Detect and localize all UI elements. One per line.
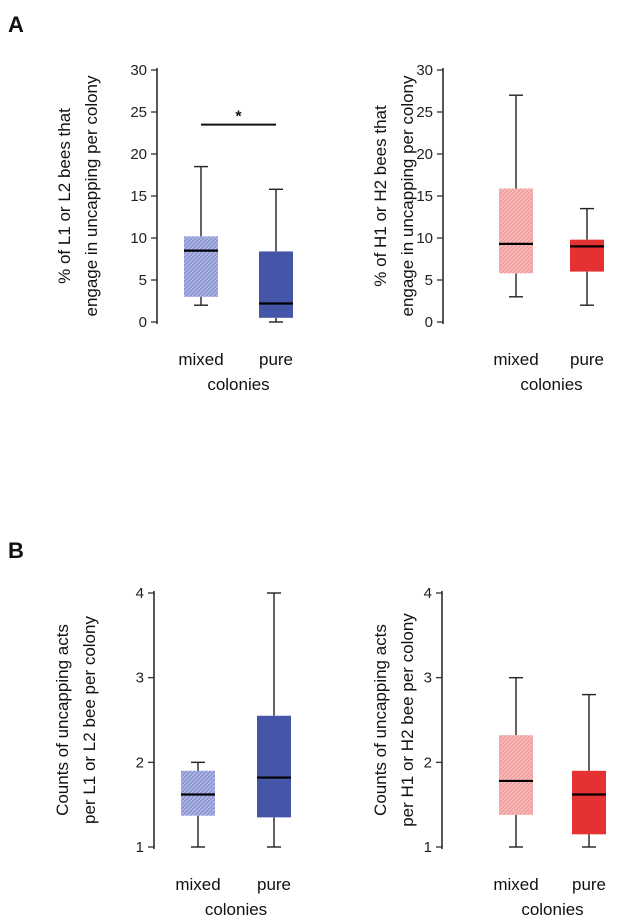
y-axis-label-line-2: per H1 or H2 bee per colony — [398, 613, 417, 827]
x-axis-label: colonies — [521, 900, 583, 919]
y-tick-label: 1 — [424, 839, 432, 856]
y-tick-label: 20 — [416, 146, 433, 163]
y-tick-label: 25 — [416, 104, 433, 121]
iqr-box-texture — [499, 735, 533, 815]
y-axis-label-line-2: per L1 or L2 bee per colony — [80, 616, 99, 824]
y-tick-label: 0 — [139, 314, 147, 331]
box-pure — [257, 592, 291, 848]
y-tick-label: 10 — [416, 230, 433, 247]
box-pure — [572, 693, 606, 848]
iqr-box — [572, 770, 606, 835]
iqr-box — [570, 239, 604, 272]
y-tick-label: 1 — [136, 839, 144, 856]
y-tick-label: 30 — [416, 62, 433, 79]
box-mixed — [499, 94, 533, 298]
y-tick-label: 30 — [130, 62, 147, 79]
x-category-label-pure: pure — [257, 875, 291, 894]
y-tick-label: 2 — [424, 754, 432, 771]
y-tick-label: 4 — [136, 585, 144, 602]
y-tick-label: 15 — [416, 188, 433, 205]
chart-1: 0 5 10 15 20 25 30 % of L1 or L2 bees that engag… — [55, 62, 293, 394]
y-tick-label: 5 — [139, 272, 147, 289]
y-tick-label: 25 — [130, 104, 147, 121]
significance-label: * — [235, 109, 242, 126]
y-tick-label: 15 — [130, 188, 147, 205]
x-category-label-pure: pure — [570, 350, 604, 369]
iqr-box-texture — [184, 236, 218, 297]
x-axis-label: colonies — [520, 375, 582, 394]
y-tick-label: 3 — [136, 670, 144, 687]
y-axis-label-line-1: Counts of uncapping acts — [53, 624, 72, 816]
x-category-label-mixed: mixed — [493, 875, 538, 894]
box-mixed — [181, 761, 215, 848]
chart-2: 0 5 10 15 20 25 30 % of H1 or H2 bees that engag… — [371, 62, 604, 394]
box-pure — [259, 188, 293, 323]
chart-4: 1 2 3 4 Counts of uncapping acts per H1 or H2… — [371, 585, 606, 919]
iqr-box-texture — [181, 770, 215, 816]
x-category-label-mixed: mixed — [175, 875, 220, 894]
chart-3: 1 2 3 4 Counts of uncapping acts per L1 or L2… — [53, 585, 291, 919]
iqr-box — [259, 251, 293, 318]
y-tick-label: 5 — [425, 272, 433, 289]
x-category-label-mixed: mixed — [493, 350, 538, 369]
panel-label-a: A — [8, 12, 24, 37]
y-axis-label-line-2: engage in uncapping per colony — [398, 75, 417, 317]
x-category-label-mixed: mixed — [178, 350, 223, 369]
y-tick-label: 4 — [424, 585, 432, 602]
y-axis-label-line-1: % of L1 or L2 bees that — [55, 108, 74, 284]
y-tick-label: 0 — [425, 314, 433, 331]
y-tick-label: 2 — [136, 754, 144, 771]
panel-label-b: B — [8, 538, 24, 563]
box-pure — [570, 207, 604, 306]
y-tick-label: 10 — [130, 230, 147, 247]
y-tick-label: 20 — [130, 146, 147, 163]
y-axis-label-line-2: engage in uncapping per colony — [82, 75, 101, 317]
iqr-box-texture — [499, 188, 533, 274]
x-axis-label: colonies — [207, 375, 269, 394]
iqr-box — [257, 715, 291, 818]
y-tick-label: 3 — [424, 670, 432, 687]
box-mixed — [499, 676, 533, 848]
y-axis-label-line-1: Counts of uncapping acts — [371, 624, 390, 816]
box-mixed — [184, 165, 218, 306]
y-axis-label-line-1: % of H1 or H2 bees that — [371, 105, 390, 287]
x-category-label-pure: pure — [572, 875, 606, 894]
x-axis-label: colonies — [205, 900, 267, 919]
x-category-label-pure: pure — [259, 350, 293, 369]
